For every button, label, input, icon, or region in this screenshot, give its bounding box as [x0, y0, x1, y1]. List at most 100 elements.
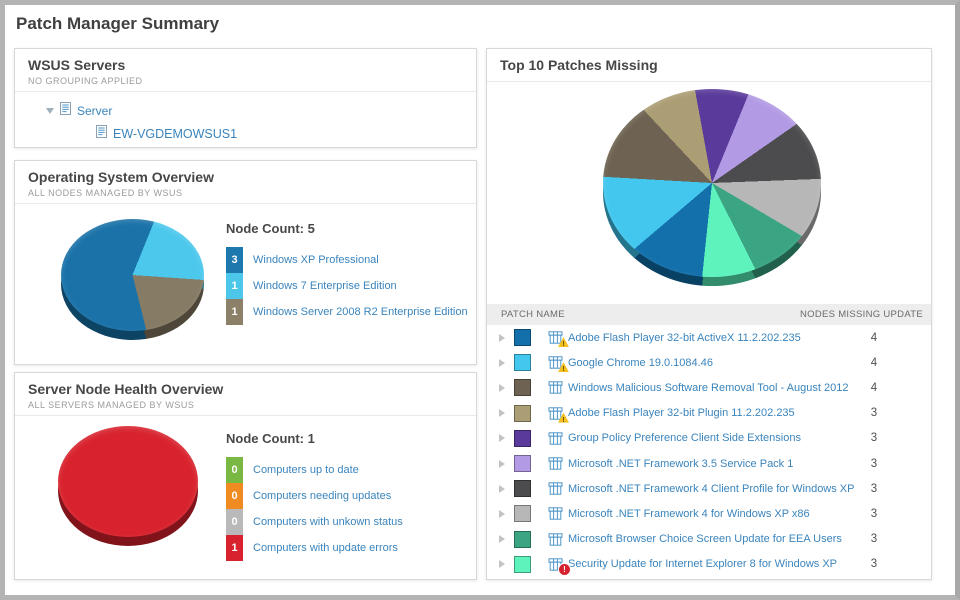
os-panel-title: Operating System Overview	[28, 169, 214, 185]
tree-link-server[interactable]: Server	[77, 104, 113, 118]
legend-count-badge: 3	[226, 247, 243, 273]
health-overview-panel: Server Node Health Overview ALL SERVERS …	[14, 372, 477, 580]
top-patches-title: Top 10 Patches Missing	[500, 57, 658, 73]
expand-icon[interactable]	[499, 459, 505, 468]
package-icon	[548, 457, 563, 470]
os-overview-panel: Operating System Overview ALL NODES MANA…	[14, 160, 477, 365]
expand-icon[interactable]	[499, 434, 505, 443]
legend-link[interactable]: Computers with update errors	[253, 542, 398, 554]
nodes-missing-count: 3	[870, 558, 878, 571]
tree-link-wsus-server[interactable]: EW-VGDEMOWSUS1	[113, 127, 238, 141]
patch-color-swatch	[514, 480, 531, 498]
table-row[interactable]: Security Update for Internet Explorer 8 …	[487, 552, 931, 577]
legend-item: 3 Windows XP Professional	[226, 247, 468, 273]
patch-link[interactable]: Adobe Flash Player 32-bit ActiveX 11.2.2…	[568, 331, 801, 344]
legend-count-badge: 1	[226, 299, 243, 325]
patch-link[interactable]: Microsoft Browser Choice Screen Update f…	[568, 533, 842, 546]
wsus-panel-title: WSUS Servers	[28, 57, 126, 73]
nodes-missing-count: 4	[870, 381, 878, 394]
nodes-missing-count: 3	[870, 507, 878, 520]
table-row[interactable]: Microsoft .NET Framework 4 Client Profil…	[487, 476, 931, 501]
patch-color-swatch	[514, 455, 531, 473]
legend-link[interactable]: Computers needing updates	[253, 490, 392, 502]
legend-item: 1 Computers with update errors	[226, 535, 403, 561]
legend-item: 1 Windows Server 2008 R2 Enterprise Edit…	[226, 299, 468, 325]
nodes-missing-count: 3	[870, 533, 878, 546]
patch-color-swatch	[514, 555, 531, 573]
package-icon	[548, 507, 563, 521]
expand-icon[interactable]	[499, 535, 505, 544]
patches-table-body: Adobe Flash Player 32-bit ActiveX 11.2.2…	[487, 325, 931, 577]
legend-count-badge: 0	[226, 457, 243, 483]
table-header: PATCH NAME NODES MISSING UPDATE	[487, 304, 931, 325]
expand-icon[interactable]	[499, 409, 505, 418]
tree-collapse-icon[interactable]	[46, 108, 54, 114]
health-pie-chart[interactable]	[58, 426, 198, 546]
column-nodes-missing: NODES MISSING UPDATE	[799, 309, 923, 320]
expand-icon[interactable]	[499, 484, 505, 493]
document-icon	[96, 125, 107, 143]
os-panel-subtitle: ALL NODES MANAGED BY WSUS	[28, 188, 183, 198]
tree-node-wsus-server[interactable]: EW-VGDEMOWSUS1	[96, 125, 237, 143]
legend-link[interactable]: Computers with unkown status	[253, 516, 403, 528]
health-node-count: Node Count: 1	[226, 431, 315, 446]
legend-link[interactable]: Windows 7 Enterprise Edition	[253, 280, 397, 292]
column-patch-name: PATCH NAME	[501, 309, 565, 320]
patch-link[interactable]: Security Update for Internet Explorer 8 …	[568, 558, 838, 571]
patch-color-swatch	[514, 329, 531, 347]
nodes-missing-count: 4	[870, 356, 878, 369]
expand-icon[interactable]	[499, 333, 505, 342]
package-icon	[548, 482, 563, 495]
patch-link[interactable]: Adobe Flash Player 32-bit Plugin 11.2.20…	[568, 407, 795, 420]
table-row[interactable]: Microsoft Browser Choice Screen Update f…	[487, 527, 931, 552]
package-icon	[548, 406, 569, 423]
top-patches-panel: Top 10 Patches Missing PATCH NAME NODES …	[486, 48, 932, 580]
package-icon	[548, 558, 570, 575]
legend-count-badge: 1	[226, 273, 243, 299]
status-badge-icon	[559, 563, 570, 575]
legend-item: 0 Computers up to date	[226, 457, 403, 483]
table-row[interactable]: Group Policy Preference Client Side Exte…	[487, 426, 931, 451]
patch-link[interactable]: Group Policy Preference Client Side Exte…	[568, 432, 801, 445]
patches-pie-chart[interactable]	[603, 89, 821, 286]
legend-item: 0 Computers with unkown status	[226, 509, 403, 535]
expand-icon[interactable]	[499, 358, 505, 367]
nodes-missing-count: 3	[870, 482, 878, 495]
nodes-missing-count: 3	[870, 407, 878, 420]
table-row[interactable]: Microsoft .NET Framework 4 for Windows X…	[487, 501, 931, 526]
health-panel-header: Server Node Health Overview ALL SERVERS …	[15, 373, 476, 416]
patch-color-swatch	[514, 379, 531, 397]
patch-link[interactable]: Microsoft .NET Framework 4 Client Profil…	[568, 482, 855, 495]
package-icon	[548, 432, 563, 445]
patch-link[interactable]: Google Chrome 19.0.1084.46	[568, 356, 713, 369]
status-badge-icon	[558, 362, 569, 373]
legend-count-badge: 0	[226, 483, 243, 509]
patch-link[interactable]: Microsoft .NET Framework 3.5 Service Pac…	[568, 457, 794, 470]
nodes-missing-count: 4	[870, 331, 878, 344]
patch-color-swatch	[514, 354, 531, 372]
legend-count-badge: 1	[226, 535, 243, 561]
patch-link[interactable]: Windows Malicious Software Removal Tool …	[568, 381, 849, 394]
table-row[interactable]: Microsoft .NET Framework 3.5 Service Pac…	[487, 451, 931, 476]
expand-icon[interactable]	[499, 509, 505, 518]
legend-link[interactable]: Computers up to date	[253, 464, 359, 476]
package-icon	[548, 381, 563, 395]
legend-link[interactable]: Windows Server 2008 R2 Enterprise Editio…	[253, 306, 468, 318]
os-node-count: Node Count: 5	[226, 221, 315, 236]
os-panel-header: Operating System Overview ALL NODES MANA…	[15, 161, 476, 204]
table-row[interactable]: Windows Malicious Software Removal Tool …	[487, 375, 931, 400]
expand-icon[interactable]	[499, 383, 505, 392]
table-row[interactable]: Adobe Flash Player 32-bit Plugin 11.2.20…	[487, 401, 931, 426]
patch-color-swatch	[514, 404, 531, 422]
legend-link[interactable]: Windows XP Professional	[253, 254, 379, 266]
expand-icon[interactable]	[499, 560, 505, 569]
os-pie-chart[interactable]	[61, 219, 204, 340]
health-panel-title: Server Node Health Overview	[28, 381, 224, 397]
patch-link[interactable]: Microsoft .NET Framework 4 for Windows X…	[568, 507, 810, 520]
table-row[interactable]: Google Chrome 19.0.1084.46 4	[487, 350, 931, 375]
package-icon	[548, 532, 563, 546]
tree-node-server[interactable]: Server	[46, 102, 112, 120]
legend-count-badge: 0	[226, 509, 243, 535]
table-row[interactable]: Adobe Flash Player 32-bit ActiveX 11.2.2…	[487, 325, 931, 350]
